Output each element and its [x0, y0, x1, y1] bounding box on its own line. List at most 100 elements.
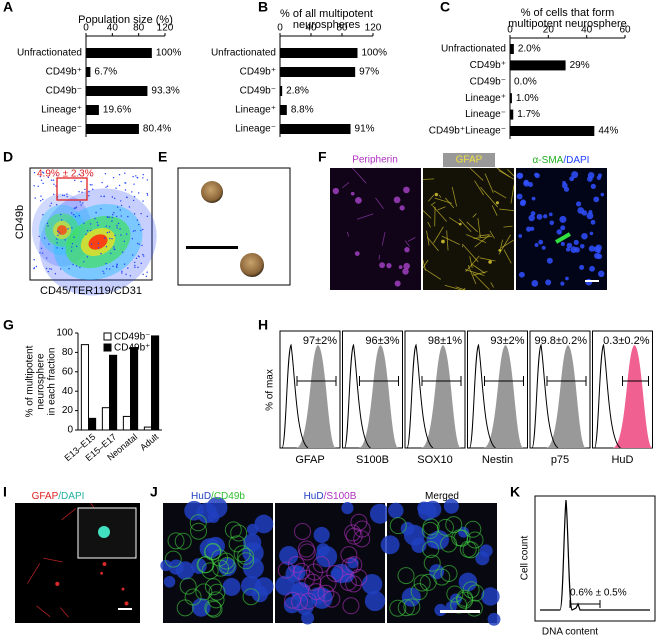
- event-dot: [39, 252, 41, 254]
- event-dot: [97, 224, 99, 226]
- event-dot: [56, 247, 58, 249]
- event-dot: [136, 219, 139, 221]
- value-label: 100%: [362, 48, 388, 59]
- value-label: 97%: [359, 67, 379, 78]
- panel-label: G: [3, 317, 14, 333]
- membrane: [340, 546, 358, 564]
- cell: [313, 526, 330, 544]
- event-dot: [118, 184, 121, 187]
- percent-label: 99.8±0.2%: [534, 335, 587, 347]
- membrane: [277, 561, 295, 579]
- event-dot: [100, 252, 102, 255]
- cell: [589, 265, 595, 272]
- fiber: [473, 235, 493, 239]
- cell: [350, 191, 355, 196]
- event-dot: [133, 261, 136, 264]
- fiber: [469, 167, 484, 181]
- y-axis-label: neurosphere: [36, 353, 47, 410]
- category-label: Lineage⁻: [465, 109, 506, 120]
- cell: [548, 212, 553, 217]
- membrane: [167, 532, 185, 550]
- event-dot: [131, 191, 133, 193]
- legend-label: CD49b⁻: [114, 332, 150, 343]
- cell: [590, 219, 596, 225]
- event-dot: [34, 197, 36, 199]
- fiber: [424, 268, 441, 280]
- cell: [163, 575, 176, 588]
- event-dot: [103, 237, 106, 239]
- fiber: [465, 255, 480, 272]
- fiber: [404, 240, 410, 247]
- event-dot: [45, 257, 48, 259]
- category-label: CD49b⁻: [46, 86, 82, 97]
- fiber: [480, 186, 498, 208]
- event-dot: [33, 267, 36, 269]
- membrane: [350, 568, 368, 586]
- cell: [330, 568, 342, 580]
- event-dot: [83, 222, 85, 224]
- event-dot: [82, 202, 84, 204]
- bar: [510, 60, 566, 71]
- event-dot: [86, 256, 89, 258]
- event-dot: [40, 179, 43, 182]
- cell: [579, 244, 585, 249]
- event-dot: [124, 172, 126, 174]
- event-dot: [120, 234, 122, 236]
- category-label: Unfractionated: [17, 48, 82, 59]
- x-tick-label: 40: [305, 23, 317, 34]
- sphere: [201, 181, 223, 203]
- value-label: 19.6%: [103, 105, 131, 116]
- cell: [400, 521, 415, 536]
- event-dot: [142, 173, 145, 176]
- event-dot: [50, 179, 53, 181]
- event-dot: [142, 273, 144, 276]
- event-dot: [132, 230, 135, 232]
- membrane: [345, 575, 363, 593]
- fiber: [422, 259, 429, 269]
- membrane: [344, 524, 362, 542]
- bar: [510, 93, 512, 104]
- fiber: [491, 205, 498, 216]
- fiber: [479, 257, 496, 262]
- event-dot: [100, 208, 102, 210]
- bar: [280, 105, 287, 115]
- fiber: [378, 254, 381, 260]
- event-dot: [86, 230, 89, 232]
- channel-label: GFAP: [456, 155, 483, 166]
- event-dot: [55, 185, 57, 187]
- channel-label: α-SMA/DAPI: [533, 155, 590, 166]
- channel-label: HuD/S100B: [304, 491, 357, 502]
- value-label: 8.8%: [291, 105, 314, 116]
- cell: [380, 535, 400, 555]
- cell: [393, 196, 401, 204]
- event-dot: [35, 265, 38, 268]
- event-dot: [116, 264, 118, 266]
- panel-label: D: [3, 149, 13, 165]
- fiber: [498, 234, 511, 255]
- event-dot: [123, 263, 126, 265]
- membrane: [190, 522, 208, 540]
- membrane: [389, 599, 407, 617]
- membrane: [323, 590, 341, 608]
- event-dot: [137, 192, 140, 194]
- x-tick-label: 40: [107, 23, 119, 34]
- stained-histogram: [296, 345, 336, 448]
- membrane: [242, 588, 260, 606]
- fiber: [444, 197, 455, 209]
- nucleus: [98, 526, 110, 538]
- event-dot: [75, 206, 78, 208]
- sphere: [240, 253, 264, 277]
- membrane: [174, 532, 192, 550]
- cell: [541, 245, 546, 250]
- panel-label: I: [3, 484, 7, 500]
- event-dot: [108, 226, 111, 228]
- cell: [543, 214, 548, 219]
- fiber: [464, 269, 485, 276]
- membrane: [353, 530, 371, 548]
- cell: [538, 239, 544, 245]
- membrane: [212, 559, 230, 577]
- event-dot: [127, 215, 129, 218]
- y-tick-label: 20: [62, 405, 74, 416]
- event-dot: [117, 206, 119, 208]
- event-dot: [60, 268, 62, 270]
